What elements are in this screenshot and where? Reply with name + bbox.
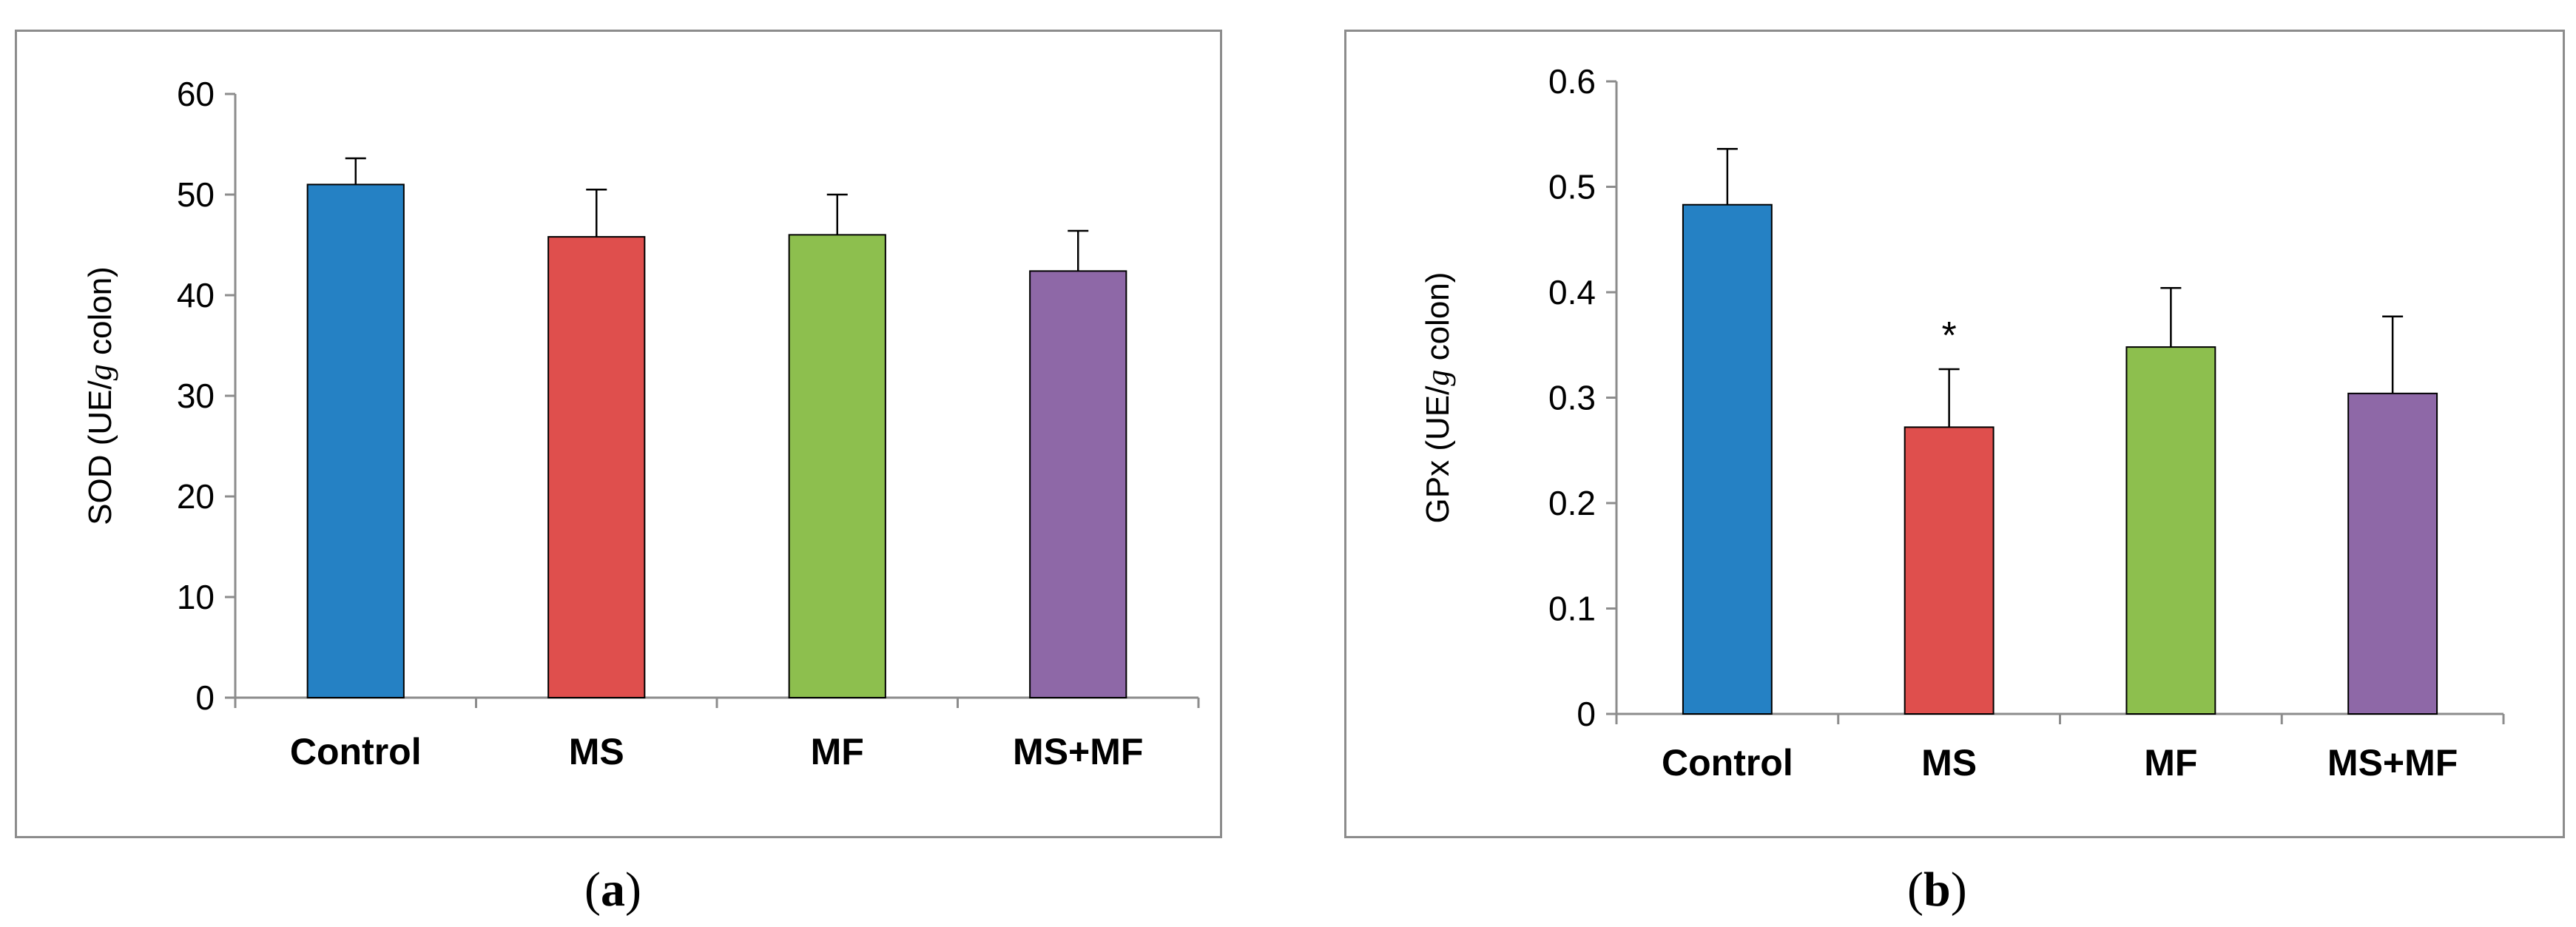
bar-mf xyxy=(2125,346,2216,715)
y-tick-label: 0.2 xyxy=(1548,484,1596,522)
bar-ms xyxy=(1904,426,1995,715)
bar-mf xyxy=(788,234,886,698)
panel-b-caption-letter: b xyxy=(1923,863,1951,917)
x-tick-label: MS+MF xyxy=(1013,731,1143,772)
x-tick-label: MF xyxy=(2144,742,2197,783)
x-tick-label: MF xyxy=(811,731,864,772)
x-tick-label: MS+MF xyxy=(2327,742,2458,783)
x-tick-label: MS xyxy=(569,731,624,772)
bar-control xyxy=(1682,203,1773,715)
y-tick-label: 30 xyxy=(177,377,215,415)
y-tick-label: 60 xyxy=(177,75,215,113)
y-tick-label: 40 xyxy=(177,276,215,314)
panel-a-caption: (a) xyxy=(584,863,641,917)
x-tick-label: Control xyxy=(290,731,422,772)
panel-a-caption-letter: a xyxy=(600,863,625,917)
x-tick-label: MS xyxy=(1921,742,1977,783)
y-tick-label: 0.3 xyxy=(1548,379,1596,417)
y-tick-label: 0 xyxy=(1577,695,1596,733)
y-tick-label: 10 xyxy=(177,578,215,616)
bar-ms-mf xyxy=(1029,270,1127,698)
bar-control xyxy=(306,183,405,698)
chart-b: 0 0.1 0.2 0.3 0.4 0.5 0.6 Control MS * MF MS+MF GPx … xyxy=(1420,62,2505,783)
y-tick-label: 20 xyxy=(177,477,215,516)
y-tick-label: 0.5 xyxy=(1548,168,1596,206)
chart-a: 0 10 20 30 40 50 60 Control MS MF MS+MF SOD (UE/g c… xyxy=(82,75,1200,772)
bar-ms xyxy=(547,236,646,698)
y-tick-label: 0.4 xyxy=(1548,273,1596,311)
y-tick-label: 0.6 xyxy=(1548,62,1596,101)
y-axis-title: GPx (UE/g colon) xyxy=(1420,272,1456,524)
y-axis-title: SOD (UE/g colon) xyxy=(82,266,118,525)
x-tick-label: Control xyxy=(1662,742,1793,783)
y-tick-label: 0.1 xyxy=(1548,590,1596,628)
y-tick-label: 50 xyxy=(177,175,215,214)
panel-b-caption: (b) xyxy=(1907,863,1967,917)
y-tick-label: 0 xyxy=(195,678,215,717)
bar-ms-mf xyxy=(2347,392,2438,715)
significance-marker: * xyxy=(1942,314,1957,357)
